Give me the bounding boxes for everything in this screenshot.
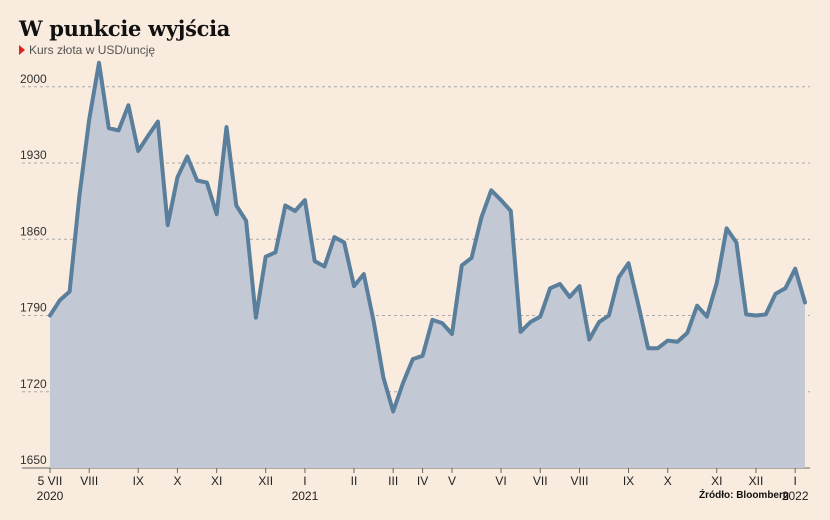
source-note: Źródło: Bloomberg (699, 490, 789, 501)
y-tick-label: 2000 (20, 72, 47, 86)
x-tick-label: IX (133, 474, 144, 488)
x-axis-ticks: 5 VII VIII IX X XI XII I II III IV V VI VII VIII IX X XI… (37, 468, 809, 503)
x-tick-label: X (664, 474, 672, 488)
x-tick-label: XI (711, 474, 722, 488)
x-tick-label: IX (623, 474, 634, 488)
x-tick-label: VIII (80, 474, 98, 488)
triangle-marker-icon (19, 45, 25, 55)
x-tick-label: II (351, 474, 358, 488)
x-tick-label: XI (211, 474, 222, 488)
x-tick-label: I (303, 474, 306, 488)
x-tick-label: 5 VII (38, 474, 63, 488)
y-tick-label: 1930 (20, 148, 47, 162)
x-tick-label: V (448, 474, 456, 488)
chart-subtitle: Kurs złota w USD/uncję (19, 43, 155, 57)
x-tick-label: XII (258, 474, 273, 488)
y-axis-ticks: 1650 1720 1790 1860 1930 2000 (20, 72, 47, 467)
x-tick-label: III (388, 474, 398, 488)
chart-title: W punkcie wyjścia (19, 16, 231, 41)
year-label: 2022 (782, 489, 809, 503)
x-tick-label: X (173, 474, 181, 488)
year-label: 2020 (37, 489, 64, 503)
price-line (48, 60, 807, 414)
x-tick-label: XII (749, 474, 764, 488)
y-tick-label: 1720 (20, 377, 47, 391)
x-tick-label: VIII (570, 474, 588, 488)
subtitle-text: Kurs złota w USD/uncję (29, 43, 156, 57)
y-tick-label: 1790 (20, 301, 47, 315)
year-label: 2021 (292, 489, 319, 503)
x-tick-label: IV (417, 474, 428, 488)
x-tick-label: I (794, 474, 797, 488)
price-area (50, 62, 805, 469)
x-tick-label: VII (533, 474, 548, 488)
y-tick-label: 1860 (20, 224, 47, 238)
x-tick-label: VI (495, 474, 506, 488)
y-tick-label: 1650 (20, 453, 47, 467)
